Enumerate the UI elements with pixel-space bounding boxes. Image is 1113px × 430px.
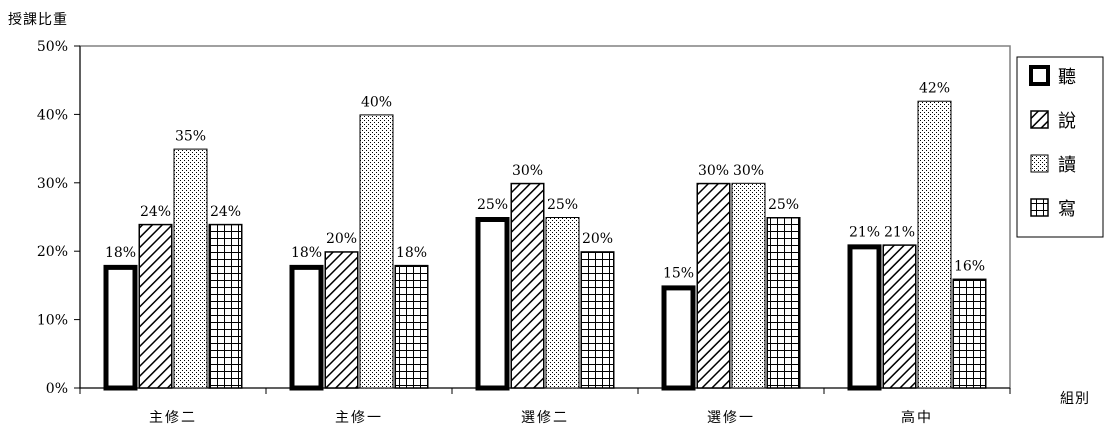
legend-label-read: 讀 <box>1058 155 1076 176</box>
bar-說-選修一 <box>696 182 731 389</box>
legend-swatch-speak <box>1030 110 1049 129</box>
bar-讀-選修二 <box>545 217 580 389</box>
legend-swatch-write <box>1030 198 1049 217</box>
legend-swatch-read <box>1030 154 1049 173</box>
data-label: 24% <box>140 204 171 220</box>
y-tick-label: 40% <box>37 107 68 123</box>
bar-讀-主修一 <box>359 114 394 389</box>
bar-聽-主修一 <box>289 264 324 391</box>
data-label: 21% <box>849 224 880 240</box>
data-label: 30% <box>733 163 764 179</box>
data-label: 25% <box>547 197 578 213</box>
legend-swatch-listen <box>1029 65 1050 86</box>
bar-聽-主修二 <box>103 264 138 391</box>
data-label: 30% <box>512 163 543 179</box>
x-ticks <box>79 388 1011 394</box>
bar-聽-選修二 <box>475 217 510 391</box>
y-tick-label: 0% <box>46 381 68 397</box>
data-label: 40% <box>361 94 392 110</box>
y-ticks: 0% 10% 20% 30% 40% 50% <box>37 39 80 397</box>
data-label: 20% <box>582 231 613 247</box>
data-label: 35% <box>175 129 206 145</box>
category-label: 選修一 <box>707 410 755 426</box>
bar-說-高中 <box>882 244 917 389</box>
data-label: 25% <box>768 197 799 213</box>
bars <box>103 100 987 391</box>
category-label: 選修二 <box>521 410 569 426</box>
bar-說-主修一 <box>324 251 359 389</box>
bar-寫-選修二 <box>580 251 615 389</box>
data-label: 42% <box>919 81 950 97</box>
bar-寫-高中 <box>952 278 987 389</box>
bar-寫-主修一 <box>394 264 429 389</box>
data-label: 24% <box>210 204 241 220</box>
data-label: 30% <box>698 163 729 179</box>
data-label: 18% <box>291 245 322 261</box>
legend: 聽 說 讀 寫 <box>1016 56 1104 238</box>
legend-label-listen: 聽 <box>1058 67 1076 88</box>
bar-寫-選修一 <box>766 217 801 389</box>
legend-label-write: 寫 <box>1058 199 1076 220</box>
x-axis-title: 組別 <box>1060 391 1090 407</box>
data-label: 18% <box>105 245 136 261</box>
category-labels: 主修二 主修一 選修二 選修一 高中 <box>149 409 933 426</box>
category-label: 主修一 <box>335 410 383 426</box>
bar-讀-選修一 <box>731 182 766 389</box>
category-label: 高中 <box>901 409 933 426</box>
bar-聽-高中 <box>847 244 882 391</box>
data-label: 21% <box>884 224 915 240</box>
data-label: 25% <box>477 197 508 213</box>
y-axis-title: 授課比重 <box>8 12 68 28</box>
data-labels: 18%24%35%24%18%20%40%18%25%30%25%20%15%3… <box>105 81 985 282</box>
y-tick-label: 50% <box>37 39 68 55</box>
legend-label-speak: 說 <box>1058 111 1076 132</box>
bar-讀-主修二 <box>173 148 208 389</box>
y-tick-label: 30% <box>37 176 68 192</box>
bar-寫-主修二 <box>208 223 243 389</box>
category-label: 主修二 <box>149 410 197 426</box>
y-tick-label: 20% <box>37 244 68 260</box>
data-label: 18% <box>396 245 427 261</box>
data-label: 20% <box>326 231 357 247</box>
data-label: 15% <box>663 265 694 281</box>
data-label: 16% <box>954 259 985 275</box>
bar-說-主修二 <box>138 223 173 389</box>
y-tick-label: 10% <box>37 313 68 329</box>
bar-說-選修二 <box>510 182 545 389</box>
bar-讀-高中 <box>917 100 952 389</box>
bar-聽-選修一 <box>661 285 696 391</box>
